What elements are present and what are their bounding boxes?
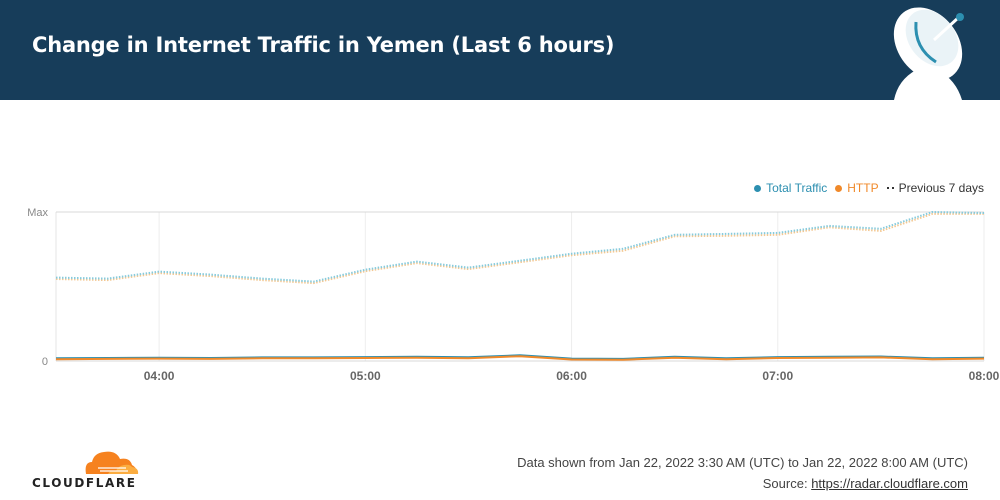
- legend-label-http: HTTP: [847, 181, 879, 195]
- previous-swatch: [886, 187, 894, 189]
- series-line-previous-http: [55, 212, 984, 285]
- series-line-previous-total: [55, 211, 985, 283]
- y-tick-label: Max: [27, 207, 48, 219]
- x-tick-label: 05:00: [350, 369, 381, 383]
- x-tick-label: 04:00: [144, 369, 175, 383]
- legend-label-previous: Previous 7 days: [898, 181, 984, 195]
- header-banner: Change in Internet Traffic in Yemen (Las…: [0, 0, 1000, 100]
- source-link[interactable]: https://radar.cloudflare.com: [811, 476, 968, 491]
- page-title: Change in Internet Traffic in Yemen (Las…: [32, 33, 615, 57]
- source-label: Source:: [762, 476, 812, 491]
- traffic-chart: 04:00 05:00 06:00 07:00 08:00 Max 0: [27, 207, 1000, 383]
- cloudflare-logo: CLOUDFLARE: [32, 448, 142, 492]
- http-swatch: [835, 184, 843, 192]
- cloudflare-wordmark: CLOUDFLARE: [32, 476, 137, 490]
- x-tick-label: 07:00: [762, 369, 793, 383]
- x-tick-label: 08:00: [969, 369, 1000, 383]
- y-tick-label: 0: [42, 356, 48, 368]
- legend-item-total-traffic[interactable]: Total Traffic: [754, 181, 827, 195]
- chart-legend: Total Traffic HTTP Previous 7 days: [746, 180, 984, 196]
- legend-item-previous[interactable]: Previous 7 days: [886, 181, 984, 195]
- legend-item-http[interactable]: HTTP: [835, 181, 879, 195]
- total-traffic-swatch: [754, 184, 762, 192]
- series-line-http: [55, 355, 985, 361]
- cloudflare-cloud-icon: [85, 451, 139, 474]
- legend-label-total-traffic: Total Traffic: [766, 181, 828, 195]
- source-line: Source: https://radar.cloudflare.com: [517, 473, 968, 494]
- footer-info: Data shown from Jan 22, 2022 3:30 AM (UT…: [517, 452, 968, 494]
- satellite-dish-icon: [893, 7, 964, 100]
- x-tick-label: 06:00: [556, 369, 587, 383]
- data-range-text: Data shown from Jan 22, 2022 3:30 AM (UT…: [517, 455, 968, 470]
